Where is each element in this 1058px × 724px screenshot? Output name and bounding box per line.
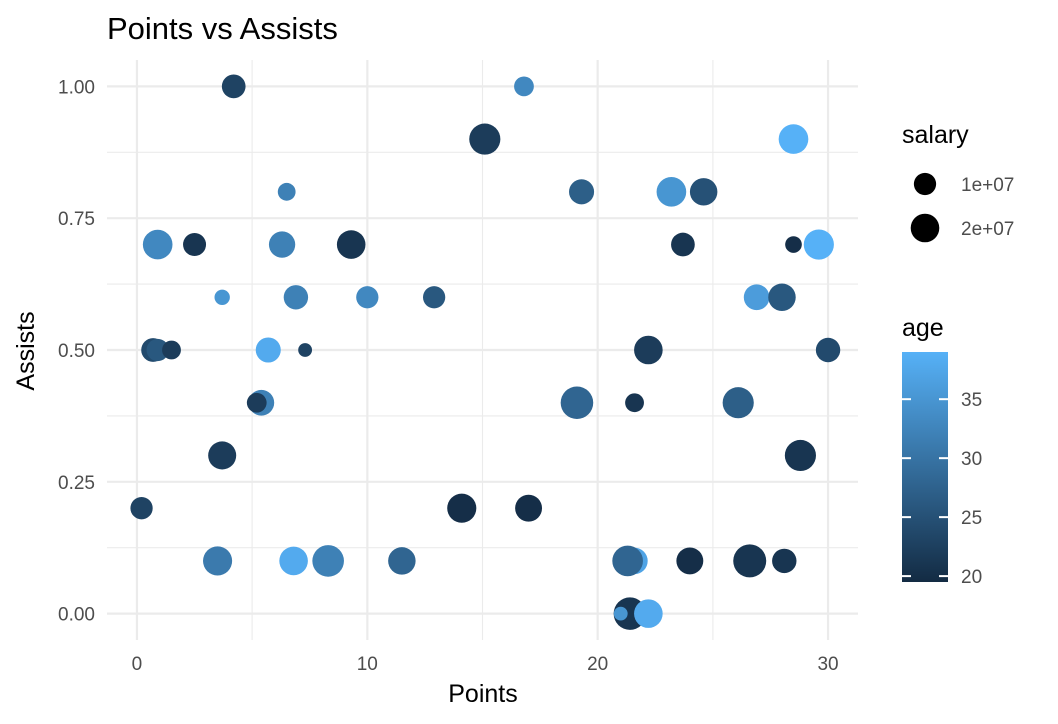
grid bbox=[107, 60, 858, 640]
colorbar-tick-label: 35 bbox=[961, 390, 982, 411]
x-tick-label: 30 bbox=[817, 654, 838, 675]
data-point bbox=[255, 337, 281, 363]
data-point bbox=[569, 179, 595, 205]
data-point bbox=[743, 284, 770, 311]
data-point bbox=[733, 544, 767, 578]
data-point bbox=[676, 547, 704, 575]
data-point bbox=[203, 546, 233, 576]
x-axis-title: Points bbox=[448, 680, 517, 708]
color-legend-title: age bbox=[902, 314, 944, 342]
x-tick-label: 10 bbox=[357, 654, 378, 675]
data-point bbox=[221, 74, 246, 99]
age-colorbar bbox=[902, 352, 948, 582]
data-point bbox=[130, 497, 153, 520]
data-point bbox=[634, 335, 663, 365]
data-point bbox=[146, 338, 169, 362]
data-point bbox=[277, 182, 296, 201]
y-tick-label: 0.50 bbox=[58, 341, 95, 362]
data-point bbox=[768, 283, 796, 312]
data-point bbox=[656, 176, 687, 207]
size-legend-items: 1e+07 2e+07 bbox=[910, 172, 1014, 243]
colorbar-tick-label: 25 bbox=[961, 508, 982, 529]
data-point bbox=[312, 545, 344, 577]
y-tick-label: 0.75 bbox=[58, 209, 95, 230]
data-point bbox=[469, 123, 501, 155]
size-legend-title: salary bbox=[902, 121, 969, 149]
axis-ticks: 0 10 20 30 0.00 0.25 0.50 0.75 1.00 bbox=[58, 77, 839, 675]
data-point bbox=[162, 340, 181, 360]
y-tick-label: 0.00 bbox=[58, 605, 95, 626]
size-legend-key bbox=[910, 213, 940, 243]
data-point bbox=[803, 229, 834, 260]
data-point bbox=[689, 178, 718, 206]
size-legend: salary 1e+07 2e+07 bbox=[902, 121, 1014, 243]
data-point bbox=[722, 387, 754, 419]
data-point bbox=[214, 289, 230, 305]
colorbar-tick-label: 30 bbox=[961, 449, 982, 470]
data-points bbox=[130, 74, 841, 630]
data-point bbox=[336, 230, 366, 259]
data-point bbox=[613, 606, 628, 621]
x-tick-label: 0 bbox=[132, 654, 143, 675]
data-point bbox=[388, 547, 416, 575]
age-colorbar-ticks: 20 25 30 35 bbox=[902, 390, 982, 588]
data-point bbox=[268, 231, 296, 258]
data-point bbox=[560, 386, 594, 420]
data-point bbox=[283, 285, 309, 310]
data-point bbox=[671, 232, 695, 257]
data-point bbox=[815, 337, 841, 363]
data-point bbox=[183, 233, 207, 257]
data-point bbox=[514, 76, 534, 97]
data-point bbox=[772, 548, 797, 574]
size-legend-label: 2e+07 bbox=[961, 219, 1014, 240]
data-point bbox=[784, 439, 816, 472]
data-point bbox=[142, 229, 173, 260]
data-point bbox=[246, 392, 267, 413]
y-axis-title: Assists bbox=[12, 311, 40, 390]
data-point bbox=[208, 441, 237, 470]
chart-title: Points vs Assists bbox=[107, 11, 338, 46]
size-legend-label: 1e+07 bbox=[961, 175, 1014, 196]
data-point bbox=[634, 599, 663, 628]
data-point bbox=[778, 124, 809, 154]
data-point bbox=[279, 546, 308, 576]
data-point bbox=[447, 493, 477, 523]
data-point bbox=[785, 236, 802, 253]
data-point bbox=[515, 494, 543, 522]
colorbar-tick-label: 20 bbox=[961, 567, 982, 588]
y-tick-label: 1.00 bbox=[58, 77, 95, 98]
x-tick-label: 20 bbox=[587, 654, 608, 675]
y-tick-label: 0.25 bbox=[58, 473, 95, 494]
data-point bbox=[298, 343, 313, 357]
color-legend: age 20 25 30 35 bbox=[902, 314, 982, 588]
data-point bbox=[612, 545, 643, 577]
size-legend-key bbox=[913, 172, 937, 196]
data-point bbox=[625, 393, 644, 413]
data-point bbox=[356, 286, 379, 309]
data-point bbox=[422, 286, 446, 309]
